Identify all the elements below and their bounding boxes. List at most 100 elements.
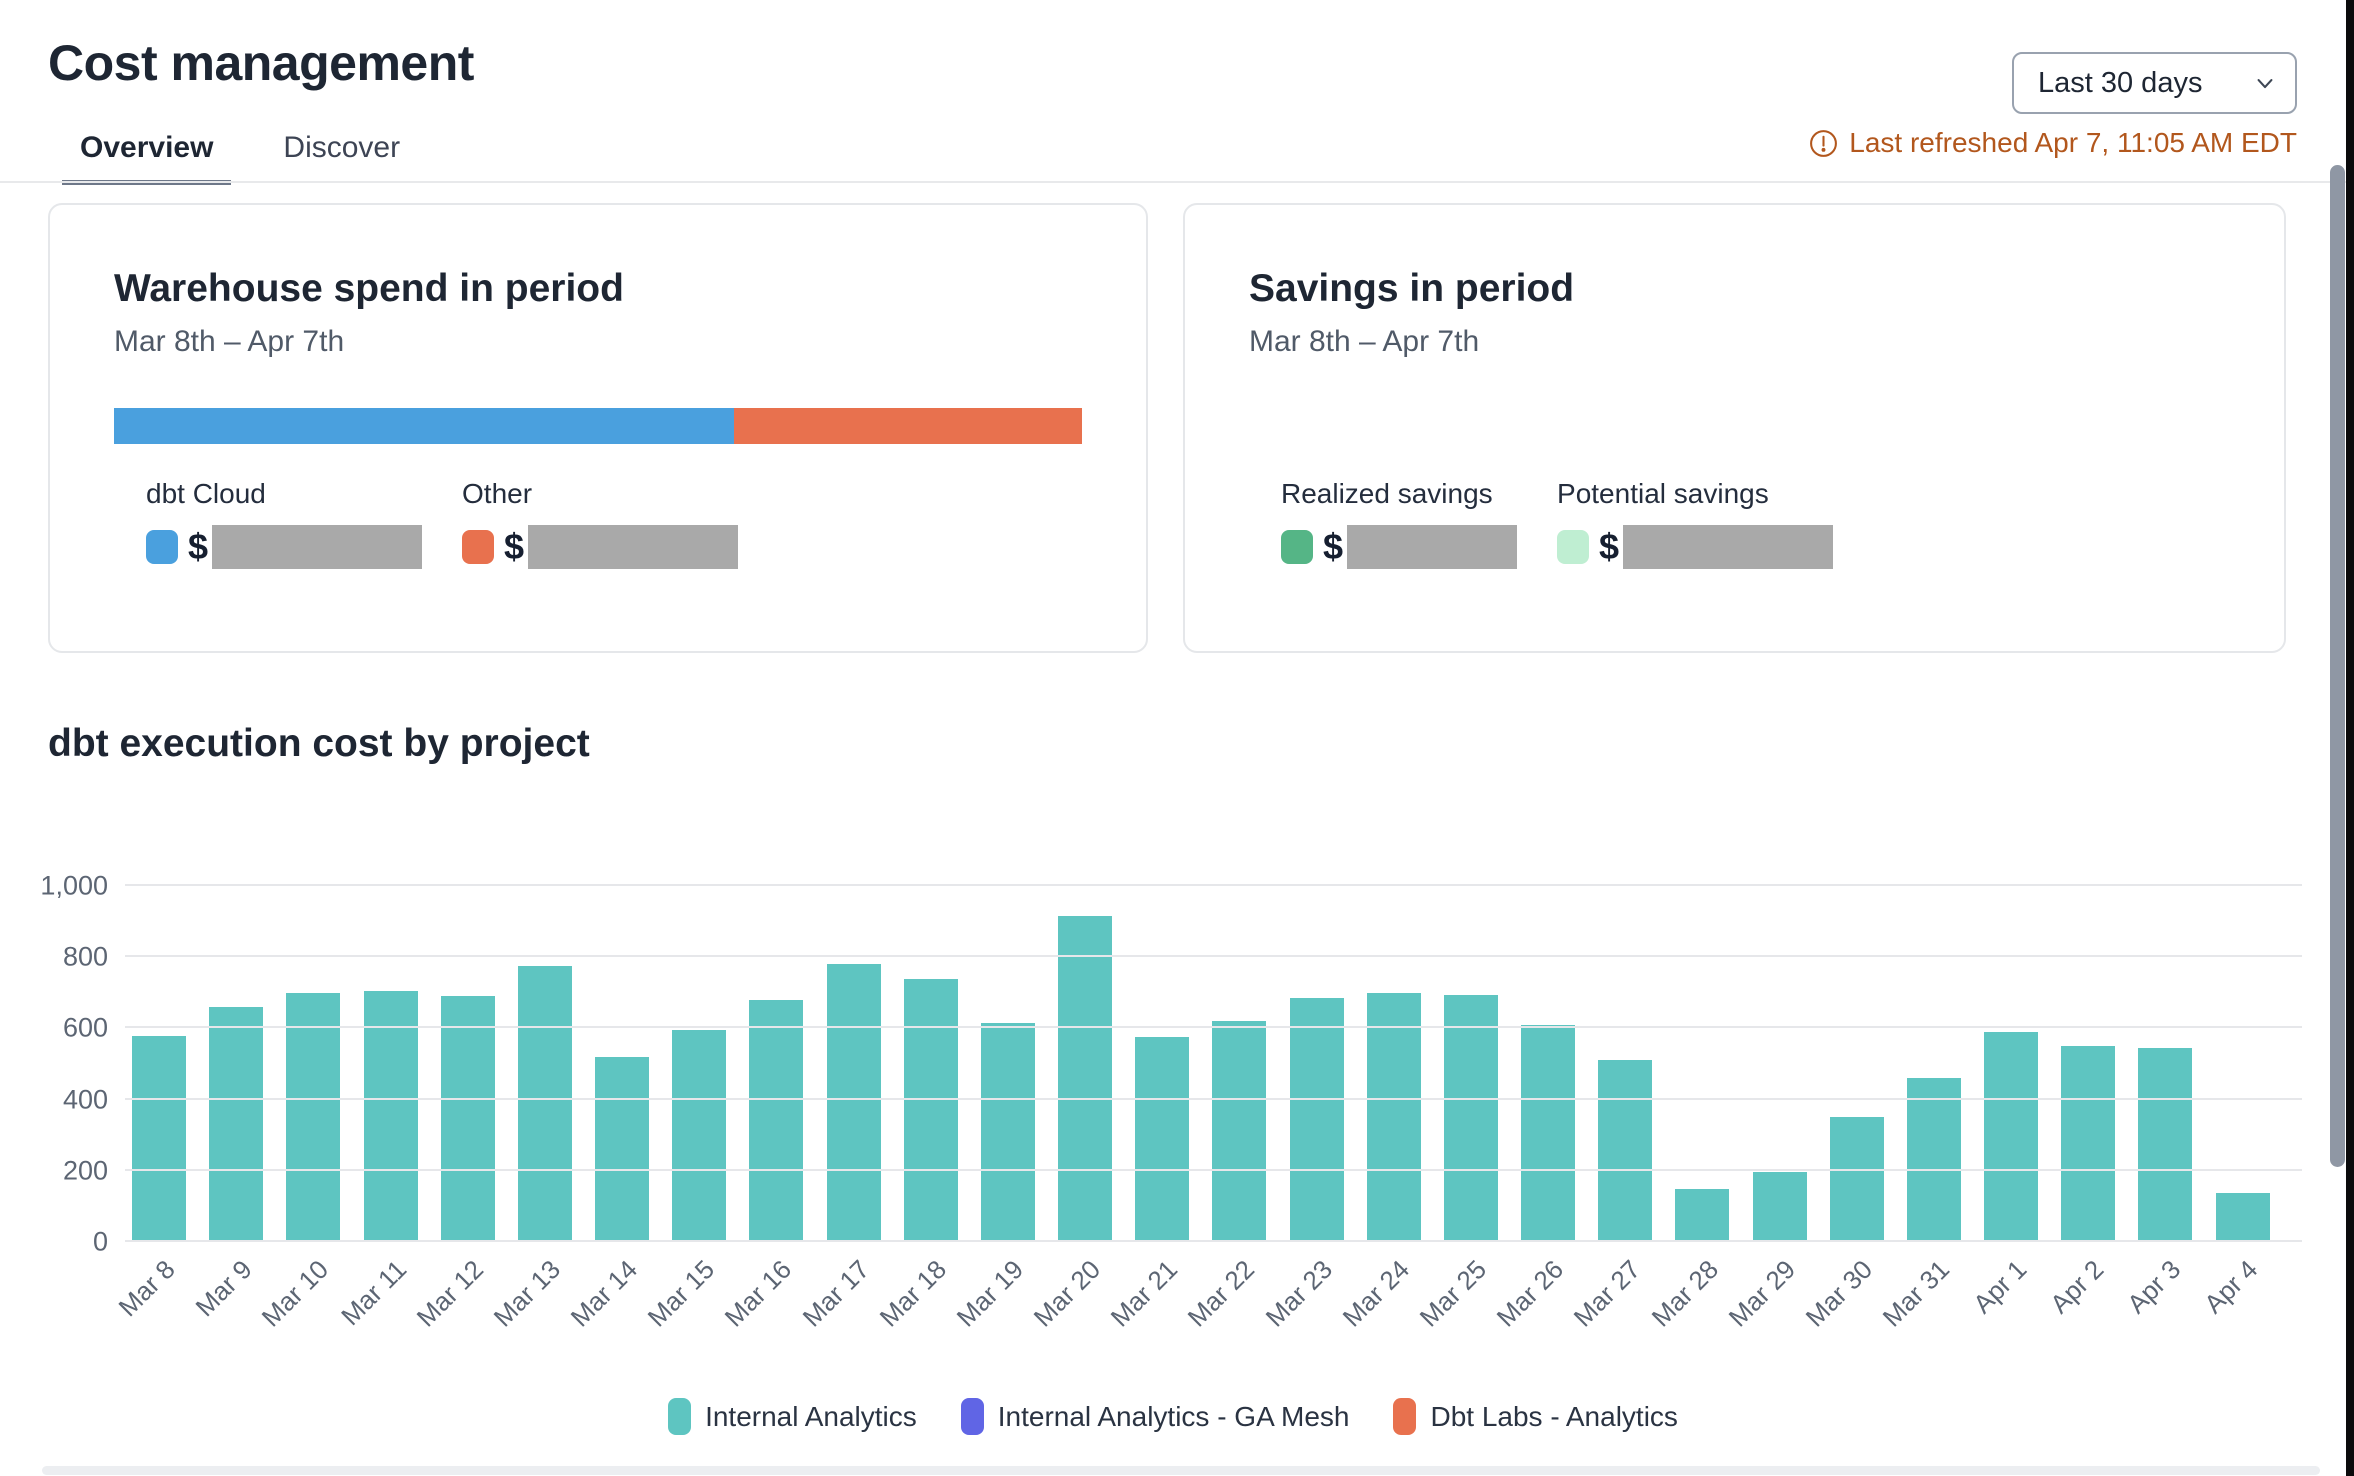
y-axis-tick: 800 [62,941,108,972]
bar-mar-16[interactable] [749,999,804,1242]
header-divider [0,181,2346,183]
bar-mar-21[interactable] [1135,1037,1190,1242]
bar-apr-1[interactable] [1984,1031,2039,1242]
x-axis-label: Mar 9 [189,1254,258,1323]
tab-bar: Overview Discover [62,130,418,185]
legend-item-dbt-labs-analytics[interactable]: Dbt Labs - Analytics [1393,1398,1678,1435]
kpi-label: Potential savings [1557,478,1769,509]
y-axis-tick: 1,000 [40,870,108,901]
bar-mar-13[interactable] [517,966,572,1242]
warehouse-card-period: Mar 8th – Apr 7th [114,325,345,358]
bar-cell-mar-20: Mar 20 [1028,886,1113,1332]
bar-mar-14[interactable] [595,1056,650,1242]
bar-cell-apr-2: Apr 2 [2044,886,2116,1319]
x-axis-label: Mar 23 [1259,1254,1338,1333]
warehouse-card-title: Warehouse spend in period [114,267,624,310]
legend-swatch [960,1398,984,1435]
bar-mar-8[interactable] [132,1035,186,1242]
horizontal-scrollbar[interactable] [42,1466,2320,1475]
legend-item-internal-analytics-ga-mesh[interactable]: Internal Analytics - GA Mesh [960,1398,1350,1435]
other-swatch [462,530,495,564]
bar-mar-22[interactable] [1212,1021,1267,1242]
y-axis-tick: 200 [62,1155,108,1186]
savings-card-period: Mar 8th – Apr 7th [1249,325,1480,358]
cost-by-project-chart: Mar 8 Mar 9 Mar 10 Mar 11 Mar 12 Mar 13 Mar 14… [40,871,2302,1332]
summary-cards: Warehouse spend in period Mar 8th – Apr … [48,203,2286,653]
date-range-select[interactable]: Last 30 days [2012,52,2297,114]
x-axis-label: Mar 18 [873,1254,952,1333]
tab-overview[interactable]: Overview [62,130,232,185]
currency-symbol: $ [1323,526,1344,567]
legend-label: Internal Analytics - GA Mesh [997,1400,1350,1432]
warehouse-spend-card: Warehouse spend in period Mar 8th – Apr … [48,203,1148,653]
x-axis-label: Mar 17 [796,1254,875,1333]
x-axis-label: Mar 25 [1413,1254,1493,1333]
x-axis-label: Apr 3 [2121,1254,2187,1320]
bar-cell-mar-12: Mar 12 [410,886,495,1332]
tab-discover[interactable]: Discover [283,131,401,164]
kpi-other: Other $ [462,478,739,570]
bar-mar-30[interactable] [1829,1117,1884,1242]
bar-cell-apr-1: Apr 1 [1967,886,2039,1319]
x-axis-label: Mar 10 [256,1254,335,1333]
bar-cell-mar-30: Mar 30 [1800,886,1884,1332]
legend-swatch [1393,1398,1417,1435]
bar-mar-19[interactable] [980,1023,1035,1242]
bar-cell-mar-26: Mar 26 [1491,886,1576,1332]
date-range-value: Last 30 days [2038,66,2203,99]
kpi-realized-savings: Realized savings $ [1281,478,1518,570]
x-axis-label: Mar 24 [1336,1254,1415,1333]
bar-mar-18[interactable] [903,978,958,1242]
bar-apr-4[interactable] [2215,1192,2270,1242]
bar-mar-23[interactable] [1289,998,1344,1242]
bar-cell-mar-29: Mar 29 [1722,886,1807,1332]
legend-label: Internal Analytics [705,1400,917,1432]
last-refreshed-status: Last refreshed Apr 7, 11:05 AM EDT [1808,127,2297,159]
bar-apr-2[interactable] [2061,1045,2116,1242]
bar-mar-25[interactable] [1443,994,1498,1242]
bar-mar-17[interactable] [826,964,881,1242]
redacted-value [1347,525,1518,569]
bar-mar-24[interactable] [1366,992,1421,1242]
x-axis-label: Mar 20 [1027,1254,1107,1333]
bar-cell-mar-22: Mar 22 [1182,886,1267,1332]
x-axis-label: Apr 1 [1967,1254,2033,1320]
x-axis-label: Mar 29 [1722,1254,1801,1333]
vertical-scrollbar-thumb[interactable] [2330,165,2345,1167]
bar-mar-28[interactable] [1675,1189,1730,1242]
bar-cell-mar-17: Mar 17 [796,886,881,1332]
bar-mar-9[interactable] [209,1007,264,1242]
bar-mar-26[interactable] [1521,1024,1576,1242]
page-title: Cost management [48,35,474,91]
y-axis-tick: 400 [62,1084,108,1115]
chart-legend: Internal Analytics Internal Analytics - G… [0,1398,2346,1435]
stacked-bar-segment-other [733,408,1082,444]
bar-cell-mar-27: Mar 27 [1568,886,1653,1332]
bar-mar-11[interactable] [363,991,418,1242]
kpi-value: $ [1557,524,1834,570]
legend-item-internal-analytics[interactable]: Internal Analytics [668,1398,917,1435]
bar-mar-29[interactable] [1752,1172,1807,1242]
chart-title: dbt execution cost by project [48,722,590,765]
kpi-value: $ [1281,524,1518,570]
bar-mar-27[interactable] [1598,1060,1653,1242]
x-axis-label: Mar 21 [1105,1254,1184,1333]
gridline [125,1026,2302,1029]
x-axis-label: Mar 22 [1182,1254,1261,1333]
potential-savings-swatch [1557,530,1590,564]
bar-mar-20[interactable] [1058,916,1113,1242]
dbt-cloud-swatch [146,530,178,564]
bar-mar-15[interactable] [672,1030,727,1242]
bar-cell-mar-21: Mar 21 [1105,886,1190,1332]
last-refreshed-text: Last refreshed Apr 7, 11:05 AM EDT [1849,127,2297,158]
x-axis-label: Apr 4 [2198,1254,2264,1320]
bar-mar-10[interactable] [286,992,341,1242]
x-axis-label: Mar 30 [1799,1254,1878,1333]
bar-mar-31[interactable] [1906,1077,1961,1242]
x-axis-label: Mar 15 [641,1254,721,1333]
bar-cell-mar-9: Mar 9 [189,886,264,1322]
bar-mar-12[interactable] [440,996,495,1242]
bar-apr-3[interactable] [2138,1047,2193,1242]
bar-cell-apr-3: Apr 3 [2122,886,2193,1319]
